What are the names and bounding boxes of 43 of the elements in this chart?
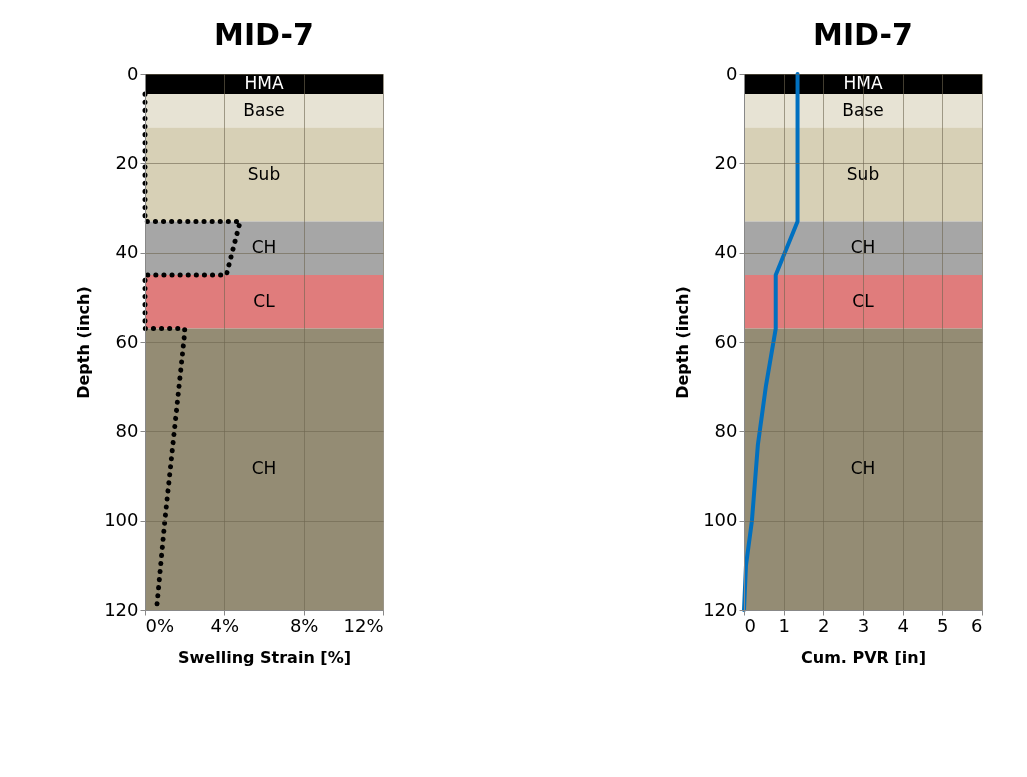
y-tick-label: 120 (703, 598, 738, 620)
y-tick-label: 80 (115, 419, 139, 441)
x-tick-label: 4% (210, 614, 240, 636)
band-label: Sub (846, 163, 880, 184)
y-tick-label: 0 (127, 62, 139, 84)
y-tick-label: 40 (115, 241, 139, 263)
chart-title: MID-7 (813, 17, 913, 52)
x-tick-label: 0% (145, 614, 175, 636)
band-label: CH (850, 237, 876, 258)
y-tick-label: 120 (104, 598, 139, 620)
band-label: CH (251, 458, 277, 479)
x-tick-label: 4 (897, 614, 909, 636)
band-label: HMA (244, 73, 284, 94)
y-tick-label: 100 (104, 509, 139, 531)
band-label: CH (850, 458, 876, 479)
y-tick-label: 20 (714, 151, 738, 173)
band-label: Base (243, 99, 285, 120)
y-axis-title: Depth (inch) (74, 286, 94, 399)
band-label: HMA (843, 73, 883, 94)
band-label: Sub (247, 163, 281, 184)
y-tick-label: 20 (115, 151, 139, 173)
x-tick-label: 12% (343, 614, 384, 636)
y-tick-label: 0 (726, 62, 738, 84)
x-axis-title: Cum. PVR [in] (801, 647, 926, 667)
x-tick-label: 1 (778, 614, 790, 636)
x-tick-label: 0 (744, 614, 756, 636)
y-tick-label: 80 (714, 419, 738, 441)
chart-title: MID-7 (214, 17, 314, 52)
band-label: CL (253, 290, 276, 311)
band-label: CL (852, 290, 875, 311)
x-tick-label: 2 (818, 614, 830, 636)
x-tick-label: 3 (857, 614, 870, 636)
y-tick-label: 60 (115, 330, 139, 352)
y-tick-label: 60 (714, 330, 738, 352)
y-tick-label: 40 (714, 241, 738, 263)
x-axis-title: Swelling Strain [%] (178, 647, 351, 667)
x-tick-label: 6 (971, 614, 983, 636)
band-label: CH (251, 237, 277, 258)
y-axis-title: Depth (inch) (673, 286, 693, 399)
x-tick-label: 8% (289, 614, 319, 636)
x-tick-label: 5 (937, 614, 949, 636)
y-tick-label: 100 (703, 509, 738, 531)
band-label: Base (842, 99, 884, 120)
